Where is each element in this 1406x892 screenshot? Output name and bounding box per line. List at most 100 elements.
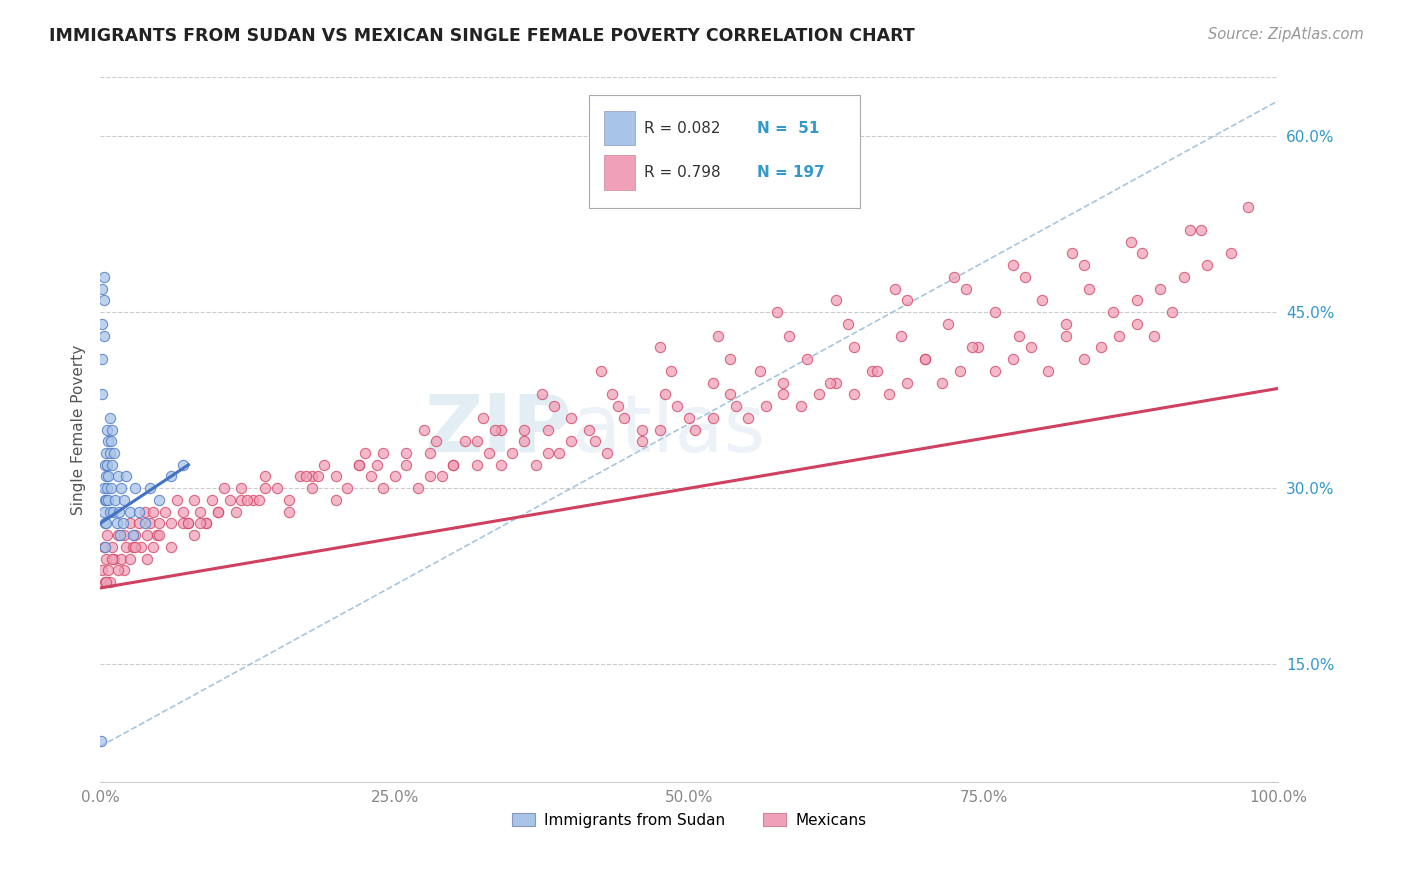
Point	[94, 551, 117, 566]
Point	[105, 516, 128, 531]
Point	[737, 410, 759, 425]
Text: atlas: atlas	[571, 391, 766, 468]
Point	[1054, 328, 1077, 343]
Point	[295, 469, 318, 483]
Point	[683, 423, 706, 437]
Point	[537, 423, 560, 437]
Point	[931, 376, 953, 390]
Point	[471, 410, 494, 425]
Point	[702, 410, 724, 425]
Point	[290, 469, 312, 483]
Point	[212, 481, 235, 495]
Point	[138, 481, 160, 495]
FancyBboxPatch shape	[605, 111, 636, 145]
Point	[659, 364, 682, 378]
Point	[188, 505, 211, 519]
Point	[159, 469, 181, 483]
Point	[877, 387, 900, 401]
Point	[860, 364, 883, 378]
Point	[98, 446, 121, 460]
Point	[325, 469, 347, 483]
Point	[153, 505, 176, 519]
Point	[93, 481, 115, 495]
FancyBboxPatch shape	[605, 155, 636, 190]
Point	[707, 328, 730, 343]
Point	[631, 434, 654, 449]
Point	[589, 364, 612, 378]
Point	[943, 270, 966, 285]
Point	[360, 469, 382, 483]
Point	[277, 505, 299, 519]
Point	[825, 376, 848, 390]
Point	[118, 551, 141, 566]
Point	[366, 458, 388, 472]
Point	[122, 540, 145, 554]
Point	[93, 293, 115, 308]
Point	[148, 528, 170, 542]
Point	[124, 528, 146, 542]
Point	[796, 352, 818, 367]
Point	[1132, 246, 1154, 260]
Point	[277, 493, 299, 508]
Point	[678, 410, 700, 425]
Point	[1054, 317, 1077, 331]
Point	[825, 293, 848, 308]
Point	[122, 528, 145, 542]
Point	[583, 434, 606, 449]
Point	[955, 282, 977, 296]
Point	[914, 352, 936, 367]
Point	[107, 563, 129, 577]
Point	[131, 540, 153, 554]
Point	[108, 528, 131, 542]
Point	[247, 493, 270, 508]
Point	[820, 376, 842, 390]
Point	[231, 481, 253, 495]
Point	[103, 446, 125, 460]
Point	[725, 399, 748, 413]
Point	[1102, 305, 1125, 319]
Point	[513, 423, 536, 437]
Point	[142, 505, 165, 519]
Point	[177, 516, 200, 531]
Point	[307, 469, 329, 483]
FancyBboxPatch shape	[589, 95, 860, 208]
Point	[253, 481, 276, 495]
Point	[866, 364, 889, 378]
Point	[98, 410, 121, 425]
Point	[101, 458, 124, 472]
Point	[183, 528, 205, 542]
Point	[242, 493, 264, 508]
Point	[266, 481, 288, 495]
Point	[425, 434, 447, 449]
Point	[172, 516, 194, 531]
Point	[101, 540, 124, 554]
Point	[94, 540, 117, 554]
Point	[1161, 305, 1184, 319]
Point	[884, 282, 907, 296]
Point	[98, 575, 121, 590]
Point	[807, 387, 830, 401]
Point	[94, 575, 117, 590]
Point	[94, 458, 117, 472]
Point	[207, 505, 229, 519]
Point	[384, 469, 406, 483]
Point	[501, 446, 523, 460]
Point	[94, 516, 117, 531]
Point	[138, 516, 160, 531]
Point	[231, 493, 253, 508]
Point	[537, 446, 560, 460]
Point	[1197, 258, 1219, 272]
Point	[236, 493, 259, 508]
Point	[91, 387, 114, 401]
Point	[118, 505, 141, 519]
Point	[755, 399, 778, 413]
Point	[112, 528, 135, 542]
Point	[94, 446, 117, 460]
Point	[218, 493, 240, 508]
Point	[613, 410, 636, 425]
Point	[201, 493, 224, 508]
Point	[1038, 364, 1060, 378]
Point	[465, 434, 488, 449]
Point	[136, 551, 159, 566]
Point	[842, 340, 865, 354]
